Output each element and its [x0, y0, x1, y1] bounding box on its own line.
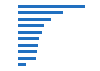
Bar — [18, 31, 42, 34]
Bar — [18, 57, 36, 60]
Bar — [18, 18, 51, 21]
Bar — [18, 63, 26, 66]
Bar — [18, 37, 39, 40]
Bar — [18, 24, 44, 27]
Bar — [18, 50, 37, 53]
Bar — [18, 11, 63, 14]
Bar — [18, 5, 85, 8]
Bar — [18, 44, 38, 47]
